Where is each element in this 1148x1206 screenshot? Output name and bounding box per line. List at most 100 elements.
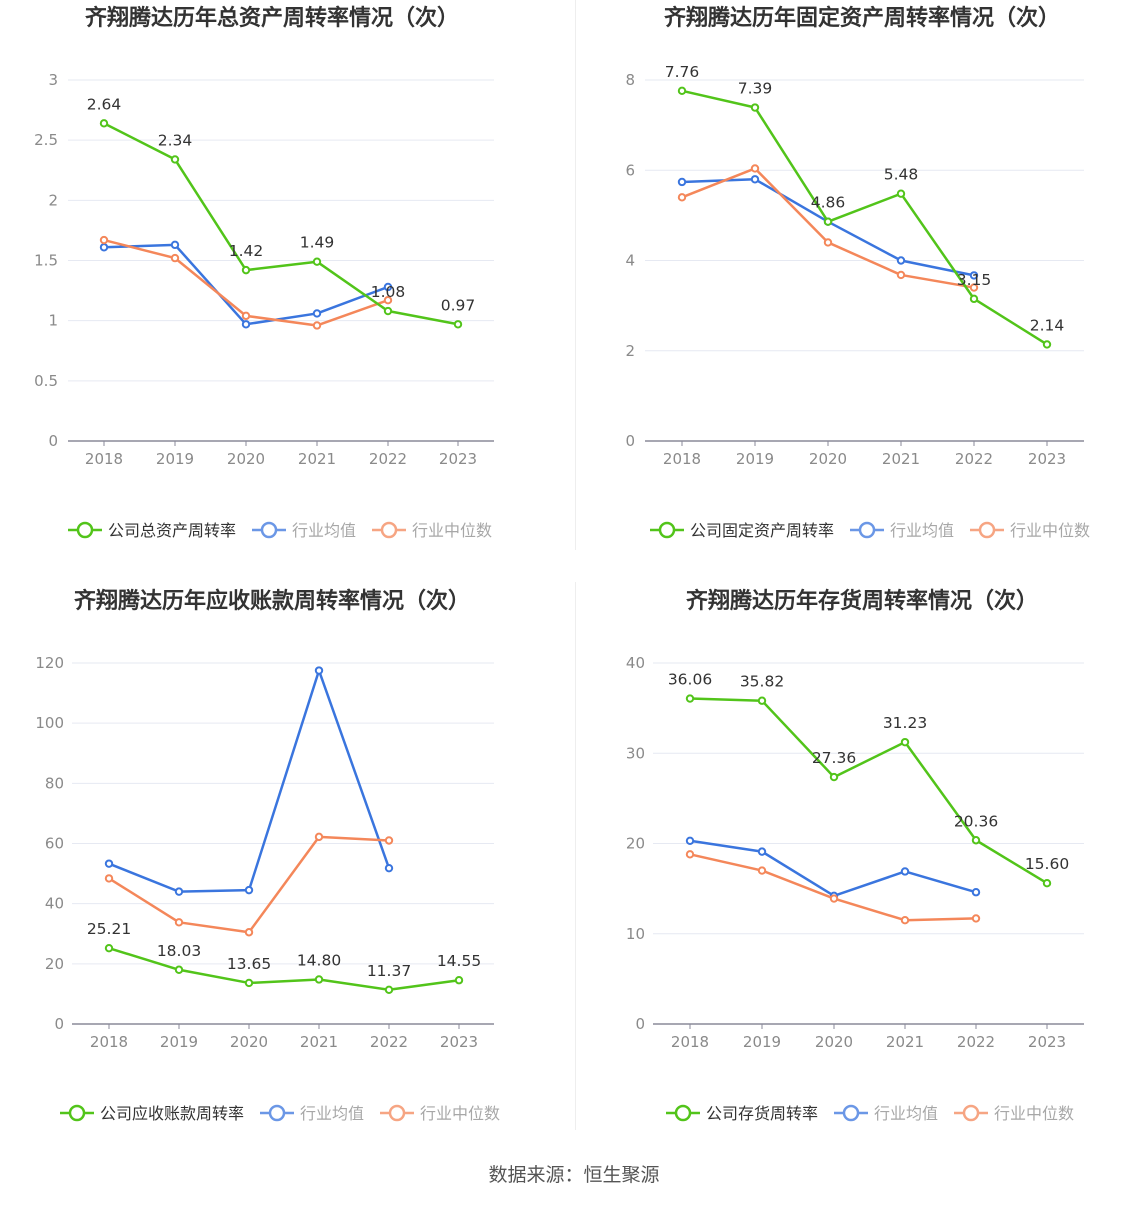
x-tick-label: 2020 xyxy=(227,450,265,468)
data-point-industry_avg xyxy=(383,282,393,292)
data-point-industry_median xyxy=(969,283,979,292)
data-point-company xyxy=(677,86,687,96)
data-point-industry_median xyxy=(104,874,114,883)
data-point-industry_avg xyxy=(314,666,324,675)
data-point-industry_median xyxy=(971,914,981,923)
data-point-industry_median xyxy=(174,918,184,927)
y-tick-label: 1 xyxy=(48,312,58,330)
data-label: 27.36 xyxy=(812,749,856,767)
data-label: 18.03 xyxy=(157,942,201,960)
data-point-industry_avg xyxy=(170,240,180,250)
legend-label: 公司应收账款周转率 xyxy=(100,1104,244,1123)
y-tick-label: 6 xyxy=(625,161,635,179)
data-point-company xyxy=(453,320,463,329)
legend-item-company: 公司总资产周转率 xyxy=(68,521,236,540)
series-line-company xyxy=(681,89,1048,346)
data-point-company xyxy=(685,694,695,703)
series-line-industry_median xyxy=(108,835,390,934)
data-point-industry_median xyxy=(685,850,695,859)
y-tick-label: 120 xyxy=(35,654,64,672)
series-line-company xyxy=(103,122,459,326)
series-line-company xyxy=(689,697,1048,885)
data-point-industry_avg xyxy=(104,859,114,868)
data-point-industry_avg xyxy=(971,888,981,897)
data-label: 1.08 xyxy=(371,283,406,301)
data-point-industry_median xyxy=(750,164,760,173)
y-tick-label: 8 xyxy=(625,71,635,89)
legend-label: 行业中位数 xyxy=(412,521,492,540)
chart-title: 齐翔腾达历年总资产周转率情况（次） xyxy=(85,5,459,31)
data-label: 13.65 xyxy=(227,955,271,973)
y-tick-label: 3 xyxy=(48,71,58,89)
data-point-industry_avg xyxy=(677,177,687,187)
legend-marker xyxy=(260,521,278,539)
data-point-company xyxy=(757,696,767,705)
y-tick-label: 20 xyxy=(45,955,64,973)
chart-title: 齐翔腾达历年应收账款周转率情况（次） xyxy=(74,588,470,614)
data-point-industry_avg xyxy=(244,885,254,895)
legend-item-industry_avg: 行业均值 xyxy=(252,521,356,540)
x-tick-label: 2018 xyxy=(90,1033,128,1051)
vertical-divider xyxy=(575,582,576,1130)
data-label: 3.15 xyxy=(957,271,992,289)
y-tick-label: 10 xyxy=(626,925,645,943)
legend: 公司总资产周转率 行业均值 行业中位数 xyxy=(68,521,492,540)
legend-item-company: 公司固定资产周转率 xyxy=(650,521,834,540)
y-tick-label: 2 xyxy=(48,191,58,209)
x-tick-label: 2021 xyxy=(886,1033,924,1051)
series-line-industry_avg xyxy=(108,669,391,893)
y-tick-label: 40 xyxy=(45,895,64,913)
data-point-company xyxy=(454,976,464,985)
data-label: 14.80 xyxy=(297,951,341,969)
legend-marker xyxy=(842,1104,860,1122)
chart-title: 齐翔腾达历年存货周转率情况（次） xyxy=(686,588,1038,614)
data-label: 36.06 xyxy=(668,671,712,689)
data-point-company xyxy=(104,943,114,953)
data-label: 7.76 xyxy=(665,63,700,81)
data-point-company xyxy=(244,978,254,988)
data-point-industry_median xyxy=(312,321,322,330)
data-point-company xyxy=(1042,879,1052,888)
legend-label: 行业中位数 xyxy=(994,1104,1074,1123)
y-tick-label: 60 xyxy=(45,835,64,853)
data-point-company xyxy=(241,265,251,275)
legend-item-industry_avg: 行业均值 xyxy=(834,1104,938,1123)
legend-marker xyxy=(658,521,676,539)
legend-marker xyxy=(978,521,996,539)
series-line-company xyxy=(108,946,460,992)
x-tick-label: 2020 xyxy=(809,450,847,468)
data-point-industry_median xyxy=(99,235,109,245)
data-point-industry_avg xyxy=(99,243,109,252)
legend-label: 行业均值 xyxy=(890,521,954,540)
data-point-industry_median xyxy=(677,193,687,202)
data-point-company xyxy=(900,737,910,747)
data-point-company xyxy=(823,217,833,226)
data-point-company xyxy=(99,119,109,128)
y-tick-label: 0 xyxy=(635,1015,645,1033)
data-point-company xyxy=(1042,340,1052,349)
data-label: 5.48 xyxy=(884,166,919,184)
data-label: 7.39 xyxy=(738,80,773,98)
legend-label: 行业均值 xyxy=(300,1104,364,1123)
data-label: 2.64 xyxy=(87,95,122,113)
legend-item-industry_median: 行业中位数 xyxy=(372,521,492,540)
data-point-industry_median xyxy=(896,270,906,280)
legend-label: 行业均值 xyxy=(874,1104,938,1123)
x-tick-label: 2023 xyxy=(439,450,477,468)
data-point-industry_median xyxy=(170,253,180,263)
data-point-industry_median xyxy=(900,916,910,925)
chart-panel-2: 齐翔腾达历年固定资产周转率情况（次） 0 2 4 6 8 2018 2019 2020 2021 2… xyxy=(625,5,1090,540)
y-tick-label: 0 xyxy=(48,432,58,450)
series-line-industry_avg xyxy=(689,839,977,898)
legend-label: 公司固定资产周转率 xyxy=(690,521,834,540)
legend-item-industry_avg: 行业均值 xyxy=(850,521,954,540)
data-label: 1.49 xyxy=(300,234,335,252)
data-label: 14.55 xyxy=(437,952,481,970)
y-tick-label: 40 xyxy=(626,654,645,672)
data-point-industry_median xyxy=(829,894,839,903)
y-tick-label: 2 xyxy=(625,342,635,360)
data-label: 25.21 xyxy=(87,920,131,938)
series-line-industry_median xyxy=(681,167,975,289)
data-point-company xyxy=(969,294,979,304)
